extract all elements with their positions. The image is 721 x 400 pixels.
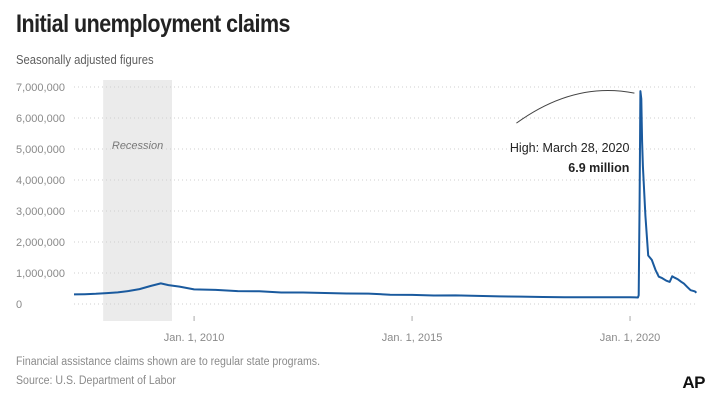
chart-title: Initial unemployment claims [16, 10, 291, 38]
x-tick-label: Jan. 1, 2015 [382, 332, 443, 344]
x-tick-label: Jan. 1, 2020 [600, 332, 661, 344]
y-tick-label: 4,000,000 [16, 175, 65, 187]
y-tick-label: 0 [16, 299, 22, 311]
y-tick-label: 1,000,000 [16, 268, 65, 280]
y-tick-label: 3,000,000 [16, 206, 65, 218]
chart-subtitle: Seasonally adjusted figures [16, 53, 154, 67]
y-axis-labels: 0 1,000,000 2,000,000 3,000,000 4,000,000 5,0… [16, 82, 65, 311]
series-line [73, 90, 698, 299]
recession-label: Recession [112, 140, 163, 152]
annotation-arc [516, 89, 635, 124]
x-tick-label: Jan. 1, 2010 [164, 332, 225, 344]
annotation-label: High: March 28, 2020 [510, 141, 630, 155]
footnote: Financial assistance claims shown are to… [16, 356, 321, 368]
x-axis: Jan. 1, 2010 Jan. 1, 2015 Jan. 1, 2020 [164, 316, 661, 344]
ap-logo: AP [682, 373, 705, 392]
recession-band [103, 80, 173, 321]
source-note: Source: U.S. Department of Labor [16, 375, 176, 387]
y-tick-label: 2,000,000 [16, 237, 65, 249]
y-tick-label: 6,000,000 [16, 113, 65, 125]
y-tick-label: 7,000,000 [16, 82, 65, 94]
y-tick-label: 5,000,000 [16, 144, 65, 156]
annotation-value: 6.9 million [568, 161, 629, 175]
